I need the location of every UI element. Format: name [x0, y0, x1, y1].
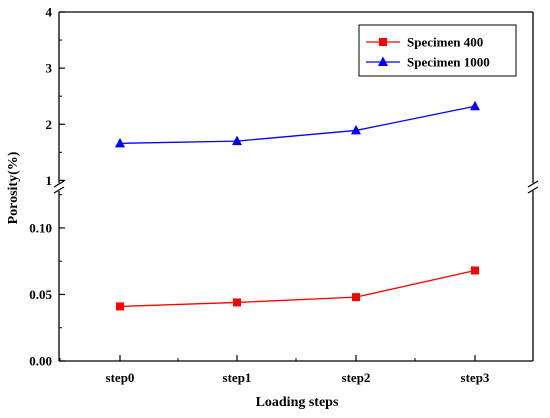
data-point	[351, 124, 361, 135]
axis-break-mark	[527, 180, 539, 188]
y-tick-label: 0.05	[29, 287, 52, 302]
x-tick-label: step1	[223, 370, 252, 385]
legend-marker	[379, 38, 387, 46]
y-tick-label: 4	[46, 5, 53, 20]
x-axis-title: Loading steps	[256, 395, 339, 410]
data-point	[352, 293, 360, 302]
legend-box	[358, 24, 517, 77]
series-line	[119, 105, 476, 144]
legend-marker	[378, 56, 388, 66]
y-tick-label: 0.00	[29, 354, 52, 369]
y-tick-label: 2	[46, 117, 53, 132]
x-ticks: step0 step1 step2 step3	[59, 355, 490, 385]
series-specimen-400	[116, 266, 479, 311]
y-tick-label: 3	[46, 61, 53, 76]
x-tick-label: step2	[342, 370, 371, 385]
series-specimen-1000	[115, 100, 480, 148]
x-tick-label: step3	[461, 370, 490, 385]
legend: Specimen 400 Specimen 1000	[358, 24, 517, 77]
y-tick-label: 0.10	[29, 220, 52, 235]
data-point	[232, 135, 242, 146]
data-point	[470, 100, 480, 111]
y-axis-title: Porosity(%)	[6, 151, 21, 224]
y-ticks: 0.00 0.05 0.10 1 2 3 4	[29, 5, 65, 369]
y-tick-label: 1	[46, 173, 53, 188]
x-tick-label: step0	[106, 370, 135, 385]
series-line	[119, 269, 476, 308]
legend-label: Specimen 400	[407, 35, 483, 50]
series-group	[115, 100, 480, 311]
axis-break-mark	[527, 186, 539, 194]
axis-break-mark	[53, 180, 65, 188]
axis-break-mark	[53, 186, 65, 194]
legend-label: Specimen 1000	[407, 55, 490, 70]
data-point	[116, 302, 124, 311]
data-point	[115, 137, 125, 148]
data-point	[471, 266, 479, 275]
data-point	[233, 298, 241, 307]
